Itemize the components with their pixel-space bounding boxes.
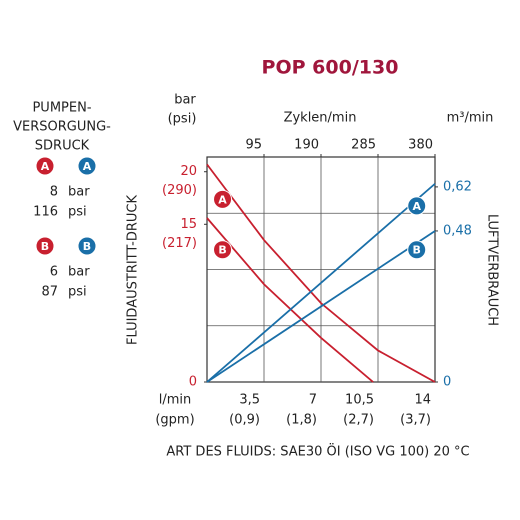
series-line xyxy=(206,217,374,383)
series-badge-text: B xyxy=(413,244,421,257)
series-line xyxy=(206,183,436,383)
x-tick-label: 14 xyxy=(414,393,431,408)
x-unit: l/min xyxy=(159,393,192,408)
supply-badge xyxy=(35,156,55,176)
supply-badge xyxy=(77,156,97,176)
series-line xyxy=(206,163,436,383)
x-tick-secondary-label: (0,9) xyxy=(229,413,260,428)
supply-title: VERSORGUNG- xyxy=(13,120,111,135)
x-tick-secondary-label: (1,8) xyxy=(286,413,317,428)
supply-title: SDRUCK xyxy=(35,139,90,154)
x-tick-secondary-label: (2,7) xyxy=(343,413,374,428)
series-badge xyxy=(213,189,233,209)
chart-title: POP 600/130 xyxy=(262,57,399,79)
series-badge xyxy=(407,196,427,216)
x2-tick-label: 95 xyxy=(245,138,262,153)
y-tick-secondary-label: (290) xyxy=(162,183,197,198)
x-tick-label: 7 xyxy=(309,393,317,408)
series-badge-text: B xyxy=(218,244,226,257)
supply-bar-unit: bar xyxy=(68,185,90,200)
y2-tick-label: 0,48 xyxy=(443,223,472,238)
x-tick-secondary-label: (3,7) xyxy=(400,413,431,428)
footnote: ART DES FLUIDS: SAE30 ÖI (ISO VG 100) 20… xyxy=(166,443,469,460)
supply-bar: 6 xyxy=(50,265,58,280)
y-tick-label: 15 xyxy=(180,217,197,232)
supply-psi-unit: psi xyxy=(68,205,87,220)
y2-tick-label: 0,62 xyxy=(443,179,472,194)
supply-badge-text: B xyxy=(83,240,91,253)
y2-tick-label: 0 xyxy=(443,375,451,390)
supply-bar: 8 xyxy=(50,185,58,200)
y-unit: bar xyxy=(174,93,196,108)
series-badge xyxy=(213,240,233,260)
series-badge-text: A xyxy=(412,200,421,213)
supply-psi: 116 xyxy=(33,205,58,220)
supply-title: PUMPEN- xyxy=(32,101,91,116)
y-tick-secondary-label: (217) xyxy=(162,236,197,251)
supply-badge xyxy=(77,236,97,256)
x2-tick-label: 380 xyxy=(408,138,433,153)
series-badge-text: A xyxy=(218,193,227,206)
y-tick-label: 0 xyxy=(189,375,197,390)
x-tick-label: 10,5 xyxy=(345,393,374,408)
x2-label: Zyklen/min xyxy=(284,111,357,126)
series-line xyxy=(206,230,436,383)
y-unit-secondary: (psi) xyxy=(168,112,197,127)
supply-psi: 87 xyxy=(41,285,58,300)
supply-badge-text: B xyxy=(41,240,49,253)
supply-bar-unit: bar xyxy=(68,265,90,280)
x-tick-label: 3,5 xyxy=(239,393,260,408)
supply-badge xyxy=(35,236,55,256)
x2-tick-label: 190 xyxy=(294,138,319,153)
x2-tick-label: 285 xyxy=(351,138,376,153)
y-tick-label: 20 xyxy=(180,164,197,179)
y-axis-title: FLUIDAUSTRITT-DRUCK xyxy=(126,195,141,345)
y2-unit: m³/min xyxy=(447,111,494,126)
series-badge xyxy=(407,240,427,260)
x-unit-secondary: (gpm) xyxy=(155,413,194,428)
y2-axis-title: LUFTVERBRAUCH xyxy=(485,214,500,326)
supply-badge-text: A xyxy=(41,160,50,173)
supply-psi-unit: psi xyxy=(68,285,87,300)
supply-badge-text: A xyxy=(83,160,92,173)
